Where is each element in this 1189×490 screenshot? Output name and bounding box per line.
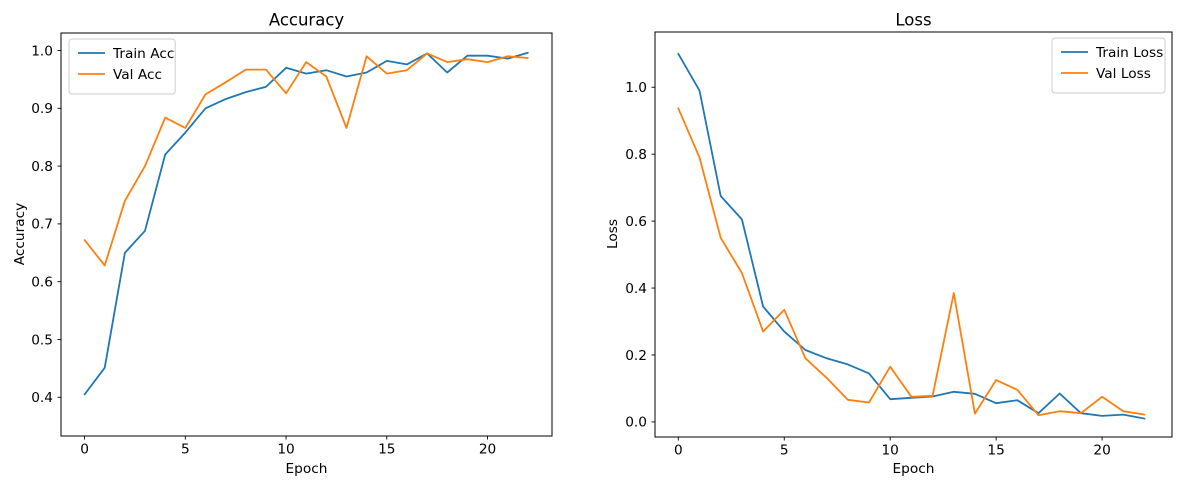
val-acc-line: [83, 52, 529, 267]
accuracy-y-tick-label: 0.9: [31, 101, 53, 117]
loss-x-tick-label: 0: [674, 443, 683, 459]
loss-y-tick-label: 1.0: [625, 80, 647, 96]
loss-legend: Train Loss Val Loss: [1051, 37, 1166, 94]
accuracy-yaxis-label: Accuracy: [12, 202, 28, 266]
accuracy-y-tick-label: 0.5: [31, 332, 53, 348]
loss-x-tick-label: 15: [987, 443, 1004, 459]
accuracy-xaxis-label: Epoch: [285, 461, 328, 477]
accuracy-x-tick-label: 15: [378, 442, 395, 458]
loss-y-tick-label: 0.4: [625, 281, 647, 297]
accuracy-legend-label: Val Acc: [113, 67, 162, 83]
loss-y-tick-label: 0.6: [625, 214, 647, 230]
accuracy-axes-frame: [60, 32, 553, 437]
train-loss-line: [677, 52, 1146, 420]
accuracy-legend: Train Acc Val Acc: [68, 38, 176, 95]
loss-x-tick-label: 10: [881, 443, 898, 459]
loss-y-tick-label: 0.0: [625, 415, 647, 431]
train-acc-line: [83, 51, 529, 396]
loss-axes-frame: [654, 31, 1173, 438]
val-loss-line: [677, 107, 1146, 417]
loss-y-tick-label: 0.2: [625, 348, 647, 364]
loss-legend-label: Val Loss: [1096, 66, 1151, 82]
loss-chart-title: Loss: [895, 10, 932, 30]
accuracy-x-tick-label: 20: [479, 442, 496, 458]
accuracy-y-tick-label: 0.6: [31, 274, 53, 290]
loss-x-tick-label: 5: [780, 443, 789, 459]
accuracy-chart: 0 5 10 15 20 0.4 0.5 0.6 0.7 0.8 0.9 1.0 Train Acc Va…: [31, 32, 553, 458]
loss-y-tick-label: 0.8: [625, 147, 647, 163]
accuracy-y-tick-label: 0.4: [31, 390, 53, 406]
loss-yaxis-label: Loss: [605, 218, 621, 250]
loss-x-tick-label: 20: [1093, 443, 1110, 459]
accuracy-legend-label: Train Acc: [112, 46, 174, 62]
accuracy-x-tick-label: 0: [80, 442, 89, 458]
loss-chart: 0 5 10 15 20 0.0 0.2 0.4 0.6 0.8 1.0 Train Loss Val …: [625, 31, 1173, 459]
accuracy-chart-title: Accuracy: [268, 10, 345, 30]
accuracy-y-tick-label: 1.0: [31, 43, 53, 59]
accuracy-x-tick-label: 10: [277, 442, 294, 458]
accuracy-x-tick-label: 5: [181, 442, 190, 458]
accuracy-y-tick-label: 0.7: [31, 217, 53, 233]
loss-xaxis-label: Epoch: [892, 461, 935, 477]
accuracy-y-tick-label: 0.8: [31, 159, 53, 175]
loss-legend-label: Train Loss: [1095, 45, 1163, 61]
